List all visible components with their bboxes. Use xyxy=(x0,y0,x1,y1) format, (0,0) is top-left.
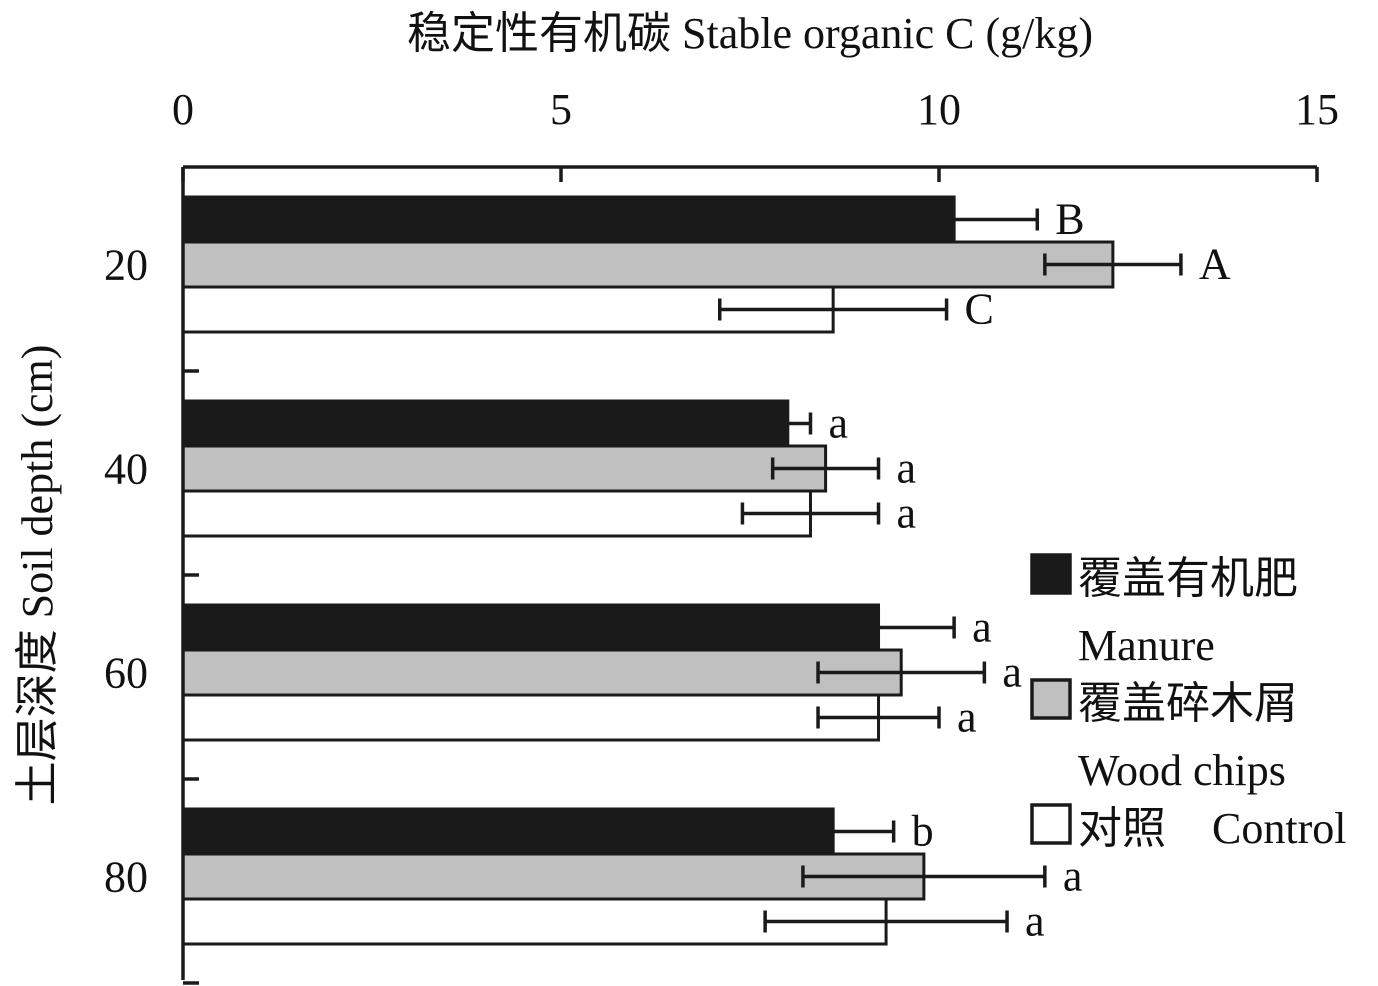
significance-letter: b xyxy=(912,807,934,856)
x-tick-label: 15 xyxy=(1295,85,1339,134)
significance-letter: a xyxy=(828,399,848,448)
legend-label: 覆盖碎木屑 xyxy=(1078,679,1298,728)
bar xyxy=(181,648,903,697)
significance-letter: a xyxy=(972,603,992,652)
y-axis-title: 土层深度 Soil depth (cm) xyxy=(13,345,62,806)
legend-swatch xyxy=(1030,678,1072,720)
axes-layer: 0 5 10 15 20 40 60 80 稳定性有机碳 Stable organic C (g… xyxy=(13,9,1339,985)
legend: 覆盖有机肥 Manure 覆盖碎木屑 Wood chips 对照 Control xyxy=(1030,553,1346,853)
y-tick-label: 40 xyxy=(104,445,148,494)
bar xyxy=(181,195,956,244)
bar xyxy=(181,807,835,856)
significance-letter: A xyxy=(1199,240,1231,289)
significance-letter: a xyxy=(1063,852,1083,901)
significance-letter: B xyxy=(1055,195,1084,244)
bar xyxy=(181,240,1115,289)
error-bars-layer xyxy=(718,208,1183,933)
significance-letter: a xyxy=(1002,648,1022,697)
legend-label: 对照 xyxy=(1078,804,1166,853)
significance-letter: a xyxy=(897,444,917,493)
significance-letter: a xyxy=(1025,897,1045,946)
significance-letter: a xyxy=(957,693,977,742)
x-axis-title: 稳定性有机碳 Stable organic C (g/kg) xyxy=(407,9,1093,58)
bar xyxy=(181,603,881,652)
bar xyxy=(181,444,828,493)
bar xyxy=(181,399,790,448)
legend-swatch xyxy=(1030,803,1072,845)
significance-letter: a xyxy=(897,489,917,538)
y-tick-label: 80 xyxy=(104,853,148,902)
legend-swatch xyxy=(1030,553,1072,595)
bars-layer xyxy=(181,195,1115,946)
legend-label: 覆盖有机肥 xyxy=(1078,554,1298,603)
bar xyxy=(181,489,812,538)
bar xyxy=(181,693,881,742)
x-tick-label: 5 xyxy=(550,85,572,134)
legend-label: Wood chips xyxy=(1078,746,1286,795)
y-tick-label: 20 xyxy=(104,241,148,290)
y-tick-label: 60 xyxy=(104,649,148,698)
significance-letter: C xyxy=(965,285,994,334)
legend-label: Control xyxy=(1212,804,1346,853)
legend-label: Manure xyxy=(1078,621,1215,670)
x-tick-label: 10 xyxy=(917,85,961,134)
x-tick-label: 0 xyxy=(172,85,194,134)
